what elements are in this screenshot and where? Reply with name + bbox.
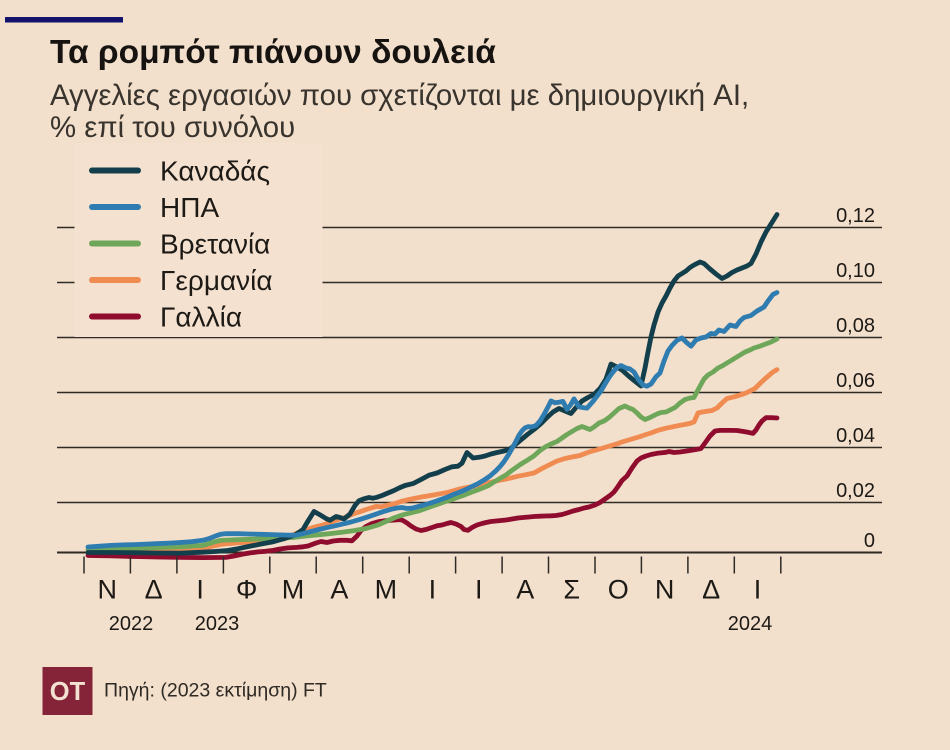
- svg-text:Γερμανία: Γερμανία: [160, 265, 273, 296]
- svg-text:Δ: Δ: [702, 575, 720, 605]
- svg-text:Δ: Δ: [145, 575, 163, 605]
- svg-text:0,02: 0,02: [836, 480, 875, 502]
- svg-text:Φ: Φ: [236, 575, 258, 605]
- svg-text:OT: OT: [50, 678, 86, 706]
- svg-text:2024: 2024: [728, 613, 773, 635]
- svg-text:2022: 2022: [109, 613, 154, 635]
- svg-text:Ν: Ν: [97, 575, 117, 605]
- svg-text:Ν: Ν: [655, 575, 675, 605]
- svg-text:% επί του συνόλου: % επί του συνόλου: [50, 111, 295, 144]
- svg-text:0,08: 0,08: [836, 315, 875, 337]
- svg-text:0: 0: [864, 530, 875, 552]
- svg-text:Αγγελίες εργασιών που σχετίζον: Αγγελίες εργασιών που σχετίζονται με δημ…: [50, 79, 749, 112]
- svg-text:2023: 2023: [195, 613, 240, 635]
- svg-text:Σ: Σ: [563, 575, 580, 605]
- svg-text:0,10: 0,10: [836, 260, 875, 282]
- svg-text:Α: Α: [516, 575, 534, 605]
- svg-text:Α: Α: [330, 575, 348, 605]
- svg-text:0,12: 0,12: [836, 205, 875, 227]
- svg-text:Μ: Μ: [375, 575, 398, 605]
- svg-text:Ι: Ι: [475, 575, 483, 605]
- svg-text:ΗΠΑ: ΗΠΑ: [160, 192, 219, 223]
- svg-text:Ι: Ι: [429, 575, 437, 605]
- svg-text:Βρετανία: Βρετανία: [160, 229, 270, 260]
- svg-text:Γαλλία: Γαλλία: [160, 302, 242, 333]
- svg-text:0,04: 0,04: [836, 425, 875, 447]
- svg-text:Μ: Μ: [282, 575, 305, 605]
- svg-text:Πηγή: (2023 εκτίμηση) FT: Πηγή: (2023 εκτίμηση) FT: [104, 680, 327, 702]
- svg-text:Τα ρομπότ πιάνουν δουλειά: Τα ρομπότ πιάνουν δουλειά: [50, 34, 496, 71]
- svg-text:Ι: Ι: [196, 575, 204, 605]
- svg-text:Ο: Ο: [608, 575, 629, 605]
- svg-text:0,06: 0,06: [836, 370, 875, 392]
- svg-text:Καναδάς: Καναδάς: [160, 156, 270, 187]
- svg-text:Ι: Ι: [754, 575, 762, 605]
